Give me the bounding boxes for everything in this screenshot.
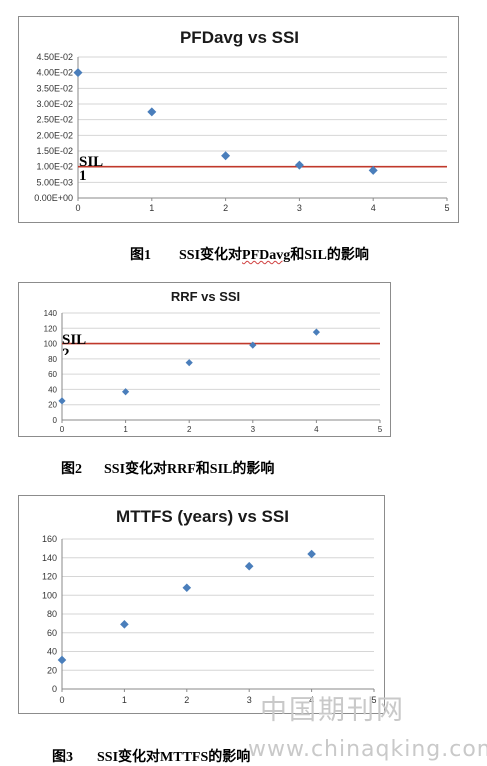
caption-text-b: PFDavg — [242, 248, 291, 263]
x-tick-label: 5 — [444, 203, 449, 213]
y-tick-label: 140 — [42, 553, 57, 563]
x-tick-label: 4 — [309, 695, 314, 705]
x-tick-label: 0 — [59, 695, 64, 705]
x-tick-label: 2 — [223, 203, 228, 213]
x-tick-label: 5 — [371, 695, 376, 705]
y-tick-label: 2.00E-02 — [36, 130, 73, 140]
y-tick-label: 100 — [44, 340, 58, 349]
data-point — [182, 583, 192, 593]
data-point — [120, 620, 129, 629]
data-point — [147, 107, 157, 117]
caption-text-a: SSI变化对 — [179, 248, 243, 263]
data-point — [57, 655, 67, 665]
y-tick-label: 40 — [47, 647, 57, 657]
y-tick-label: 140 — [44, 309, 58, 318]
chart-rrf: RRF vs SSI 0 20 40 60 80 100 120 140 0 1 2 3 4 5 — [18, 282, 391, 437]
y-tick-label: 0 — [52, 684, 57, 694]
y-tick-label: 120 — [44, 324, 58, 333]
y-tick-label: 80 — [47, 609, 57, 619]
x-tick-label: 3 — [247, 695, 252, 705]
data-point — [312, 328, 320, 336]
data-point — [307, 549, 316, 559]
data-point — [185, 359, 193, 367]
chart-pfdavg-plot: PFDavg vs SSI 0.00E+00 5.00E-03 1.00E-02 1.5… — [34, 28, 449, 213]
x-tick-label: 3 — [251, 425, 256, 434]
caption-number: 图1 — [130, 248, 151, 263]
x-tick-label: 4 — [371, 203, 376, 213]
y-tick-label: 2.50E-02 — [36, 115, 73, 125]
chart-title: PFDavg vs SSI — [180, 28, 299, 47]
caption-figure-2: 图2 SSI变化对RRF和SIL的影响 — [61, 458, 274, 478]
data-point — [244, 561, 254, 571]
data-point — [73, 68, 83, 78]
watermark-url: www.chinaqking.com — [248, 737, 487, 762]
y-tick-label: 20 — [47, 665, 57, 675]
y-tick-label: 40 — [48, 385, 57, 394]
caption-figure-3: 图3 SSI变化对MTTFS的影响 — [52, 746, 250, 766]
caption-text: SSI变化对MTTFS的影响 — [97, 750, 251, 765]
caption-text: SSI变化对RRF和SIL的影响 — [104, 462, 275, 477]
chart-pfdavg: PFDavg vs SSI 0.00E+00 5.00E-03 1.00E-02 1.5… — [18, 16, 459, 223]
y-tick-label: 20 — [48, 401, 57, 410]
chart-title: MTTFS (years) vs SSI — [116, 507, 289, 526]
y-tick-label: 3.50E-02 — [36, 83, 73, 93]
data-point — [294, 160, 304, 170]
sil-label-2: SIL 2 — [62, 333, 87, 355]
y-tick-label: 60 — [48, 370, 57, 379]
y-tick-label: 3.00E-02 — [36, 99, 73, 109]
y-tick-label: 4.50E-02 — [36, 52, 73, 62]
x-tick-label: 4 — [314, 425, 319, 434]
x-tick-label: 1 — [122, 695, 127, 705]
y-tick-label: 1.50E-02 — [36, 146, 73, 156]
y-tick-label: 4.00E-02 — [36, 68, 73, 78]
caption-number: 图3 — [52, 750, 73, 765]
x-tick-label: 3 — [297, 203, 302, 213]
x-tick-label: 1 — [149, 203, 154, 213]
y-tick-label: 120 — [42, 572, 57, 582]
x-tick-label: 0 — [75, 203, 80, 213]
data-point — [58, 397, 66, 405]
y-tick-label: 160 — [42, 534, 57, 544]
data-point — [221, 151, 231, 161]
caption-number: 图2 — [61, 462, 82, 477]
x-tick-label: 0 — [60, 425, 65, 434]
y-tick-label: 60 — [47, 628, 57, 638]
x-tick-label: 5 — [378, 425, 383, 434]
y-tick-label: 5.00E-03 — [36, 177, 73, 187]
chart-rrf-plot: RRF vs SSI 0 20 40 60 80 100 120 140 0 1 2 3 4 5 — [44, 289, 383, 434]
chart-title: RRF vs SSI — [171, 289, 240, 304]
chart-mttfs-plot: MTTFS (years) vs SSI02040608010012014016… — [42, 507, 377, 705]
caption-figure-1: 图1 SSI变化对PFDavg和SIL的影响 — [130, 244, 369, 264]
x-tick-label: 1 — [123, 425, 128, 434]
data-point — [249, 341, 257, 349]
y-tick-label: 0.00E+00 — [34, 193, 73, 203]
y-tick-label: 1.00E-02 — [36, 162, 73, 172]
caption-text-c: 和SIL的影响 — [290, 248, 369, 263]
x-tick-label: 2 — [184, 695, 189, 705]
chart-mttfs: MTTFS (years) vs SSI 0 20 40 60 80 100 120 140 16… — [18, 495, 385, 714]
x-tick-label: 2 — [187, 425, 192, 434]
watermark-cn: 中国期刊网 — [260, 695, 405, 726]
data-point — [368, 165, 378, 175]
y-tick-label: 0 — [53, 416, 58, 425]
y-tick-label: 80 — [48, 355, 57, 364]
y-tick-label: 100 — [42, 590, 57, 600]
sil-label-1: SIL 1 — [79, 154, 104, 184]
